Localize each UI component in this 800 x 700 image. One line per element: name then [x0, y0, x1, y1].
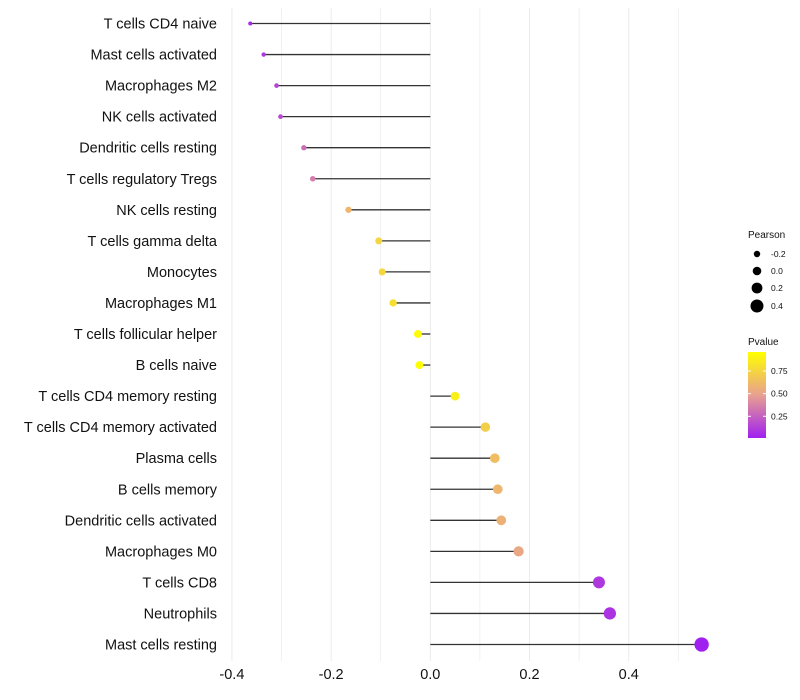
pvalue-legend: Pvalue 0.75 0.50 0.25: [748, 337, 788, 438]
data-point: [248, 21, 253, 26]
category-label: Macrophages M0: [105, 544, 217, 560]
data-point: [480, 422, 491, 432]
data-point: [310, 176, 316, 182]
size-legend-label: 0.2: [771, 283, 783, 293]
category-label: Macrophages M1: [105, 296, 217, 312]
pvalue-colorbar: [748, 352, 766, 438]
data-point: [694, 637, 709, 652]
category-label: T cells CD4 naive: [104, 17, 217, 33]
pvalue-legend-label: 0.75: [771, 366, 788, 376]
grid-lines: [231, 8, 679, 661]
data-point: [375, 237, 383, 245]
category-label: T cells follicular helper: [74, 327, 217, 343]
category-label: Mast cells resting: [105, 638, 217, 654]
category-label: T cells regulatory Tregs: [67, 172, 217, 188]
x-tick-label: -0.4: [219, 667, 244, 683]
data-point: [492, 484, 503, 495]
category-label: B cells naive: [136, 358, 217, 374]
size-legend-key: [750, 299, 764, 313]
x-tick-label: 0.4: [619, 667, 639, 683]
data-point: [450, 391, 460, 401]
category-label: T cells gamma delta: [88, 234, 218, 250]
data-point: [274, 83, 279, 88]
x-tick-label: -0.2: [319, 667, 344, 683]
x-tick-label: 0.2: [519, 667, 539, 683]
category-label: NK cells activated: [102, 110, 217, 126]
data-point: [592, 576, 605, 589]
category-label: NK cells resting: [116, 203, 217, 219]
size-legend: Pearson -0.2 0.0 0.2 0.4: [748, 230, 786, 313]
data-point: [345, 206, 352, 213]
data-point: [489, 453, 500, 464]
data-point: [389, 299, 397, 307]
data-point: [603, 607, 617, 620]
size-legend-label: 0.4: [771, 301, 783, 311]
size-legend-key: [753, 250, 761, 258]
pvalue-legend-title: Pvalue: [748, 337, 779, 348]
lollipop-stems: [250, 22, 702, 646]
data-point: [301, 145, 307, 151]
lollipop-points: [248, 21, 709, 652]
data-point: [513, 546, 524, 557]
category-label: T cells CD8: [142, 575, 217, 591]
category-label: Mast cells activated: [90, 48, 217, 64]
size-legend-label: 0.0: [771, 266, 783, 276]
category-label: Dendritic cells resting: [79, 141, 217, 157]
x-axis-ticks: -0.4 -0.2 0.0 0.2 0.4: [219, 667, 638, 683]
category-label: Macrophages M2: [105, 79, 217, 95]
category-label: Neutrophils: [144, 606, 217, 622]
data-point: [261, 52, 266, 57]
x-tick-label: 0.0: [420, 667, 440, 683]
data-point: [378, 268, 386, 276]
pvalue-legend-label: 0.50: [771, 389, 788, 399]
data-point: [413, 330, 422, 338]
data-point: [278, 114, 283, 120]
size-legend-label: -0.2: [771, 249, 786, 259]
data-point: [496, 515, 507, 526]
category-label: T cells CD4 memory resting: [38, 389, 217, 405]
category-label: B cells memory: [118, 482, 218, 498]
category-label: Monocytes: [147, 265, 217, 281]
category-label: Plasma cells: [136, 451, 217, 467]
y-axis-labels: T cells CD4 naive Mast cells activated Mac…: [24, 17, 218, 654]
category-label: Dendritic cells activated: [65, 513, 217, 529]
size-legend-key: [752, 266, 762, 276]
data-point: [415, 361, 424, 370]
category-label: T cells CD4 memory activated: [24, 420, 217, 436]
size-legend-key: [751, 282, 763, 294]
size-legend-title: Pearson: [748, 230, 785, 241]
pvalue-legend-label: 0.25: [771, 411, 788, 421]
